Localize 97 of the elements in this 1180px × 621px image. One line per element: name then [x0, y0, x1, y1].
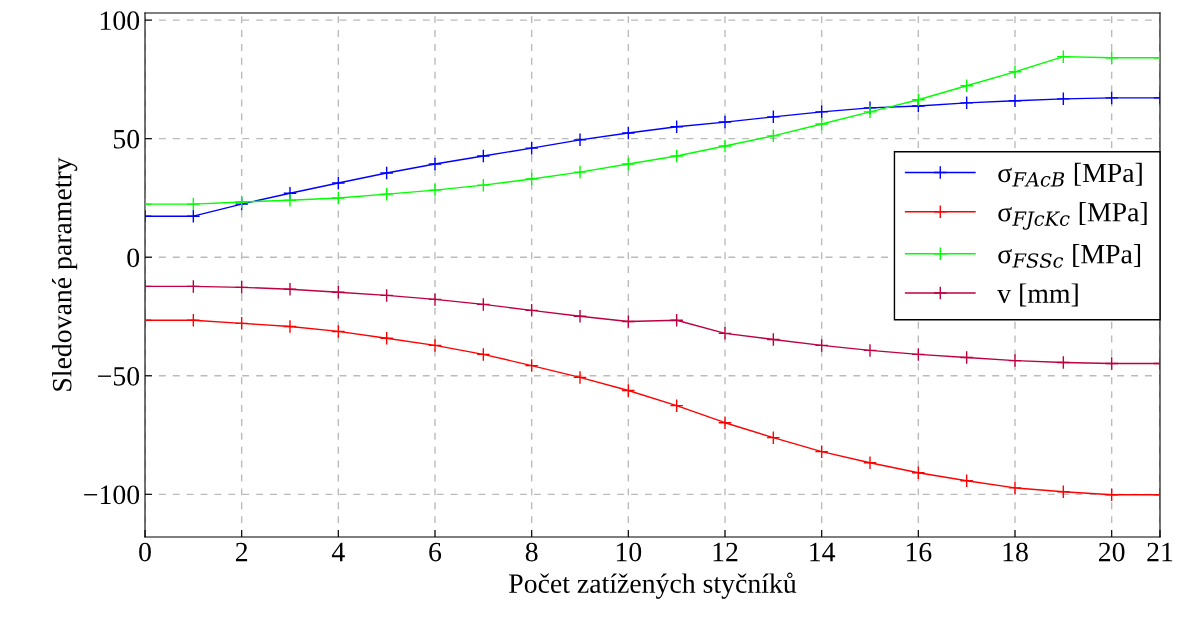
point	[718, 139, 732, 153]
point	[959, 473, 974, 488]
point	[1056, 49, 1071, 64]
y-tick-label: 100	[100, 11, 140, 31]
point	[428, 338, 442, 353]
point	[718, 115, 732, 130]
point	[1008, 480, 1022, 495]
x-tick-label: 2	[235, 542, 248, 562]
point	[234, 280, 249, 295]
point	[524, 303, 539, 318]
y-tick-label: 50	[113, 129, 140, 149]
point	[1104, 487, 1119, 502]
point	[1008, 93, 1022, 108]
x-tick-label: 16	[906, 542, 932, 562]
point	[814, 117, 829, 131]
point	[524, 141, 539, 156]
point	[186, 279, 201, 294]
point	[331, 285, 346, 300]
point	[573, 309, 587, 324]
point	[573, 370, 587, 385]
point	[669, 149, 684, 163]
x-axis-title: Počet zatížených styčníků	[509, 572, 797, 599]
point	[911, 92, 926, 107]
point	[814, 444, 829, 459]
legend-label: σ$_{FSSc}$ [MPa]	[998, 243, 1141, 268]
point	[331, 176, 346, 190]
point	[1008, 64, 1022, 79]
point	[1056, 355, 1071, 370]
point	[1056, 484, 1071, 499]
point	[428, 292, 442, 307]
point	[573, 132, 587, 147]
point	[863, 343, 877, 358]
point	[428, 183, 442, 198]
y-tick-label: −50	[98, 366, 140, 386]
x-tick-label: 12	[713, 542, 738, 562]
point	[669, 398, 684, 413]
point	[621, 126, 636, 140]
point	[766, 430, 781, 445]
point	[814, 104, 829, 119]
point	[863, 455, 877, 470]
point	[814, 338, 829, 353]
y-tick-label: 0	[127, 248, 140, 268]
point	[186, 197, 201, 212]
point	[428, 157, 442, 171]
x-tick-label: 21	[1147, 542, 1173, 562]
point	[476, 297, 491, 312]
x-tick-label: 4	[331, 542, 345, 562]
legend-label: σ$_{FJcKc}$ [MPa]	[998, 202, 1147, 230]
y-axis-title: Sledované parametry	[51, 157, 78, 391]
point	[476, 149, 491, 163]
x-tick-label: 6	[429, 542, 442, 562]
point	[621, 157, 636, 171]
point	[283, 193, 297, 208]
x-tick-label: 20	[1099, 542, 1125, 562]
point	[573, 165, 587, 180]
point	[1104, 356, 1119, 371]
point	[669, 313, 684, 328]
point	[621, 314, 636, 329]
point	[766, 128, 781, 143]
point	[766, 332, 781, 347]
x-tick-label: 8	[525, 542, 538, 562]
point	[959, 350, 974, 365]
point	[283, 319, 297, 334]
point	[379, 187, 394, 202]
point	[766, 109, 781, 124]
point	[331, 324, 346, 339]
point	[524, 172, 539, 186]
point	[959, 95, 974, 110]
point	[476, 347, 491, 362]
x-tick-label: 14	[810, 542, 836, 562]
y-tick-label: −100	[84, 485, 140, 505]
x-tick-label: 10	[616, 542, 642, 562]
point	[718, 415, 732, 430]
point	[379, 331, 394, 346]
point	[1008, 353, 1022, 368]
point	[911, 347, 926, 362]
legend-label: σ$_{FAcB}$ [MPa]	[998, 162, 1142, 187]
point	[524, 358, 539, 373]
point	[331, 190, 346, 205]
point	[186, 313, 201, 328]
point	[718, 326, 732, 341]
x-tick-label: 18	[1003, 542, 1028, 562]
point	[863, 104, 877, 119]
point	[1056, 91, 1071, 106]
point	[379, 288, 394, 303]
point	[234, 316, 249, 331]
point	[1104, 90, 1119, 105]
point	[283, 282, 297, 297]
point	[186, 209, 201, 224]
point	[476, 178, 491, 193]
point	[959, 78, 974, 93]
point	[669, 119, 684, 134]
point	[911, 465, 926, 480]
point	[621, 383, 636, 398]
point	[1104, 50, 1119, 65]
legend-label: v [mm]	[997, 283, 1078, 307]
point	[379, 166, 394, 180]
